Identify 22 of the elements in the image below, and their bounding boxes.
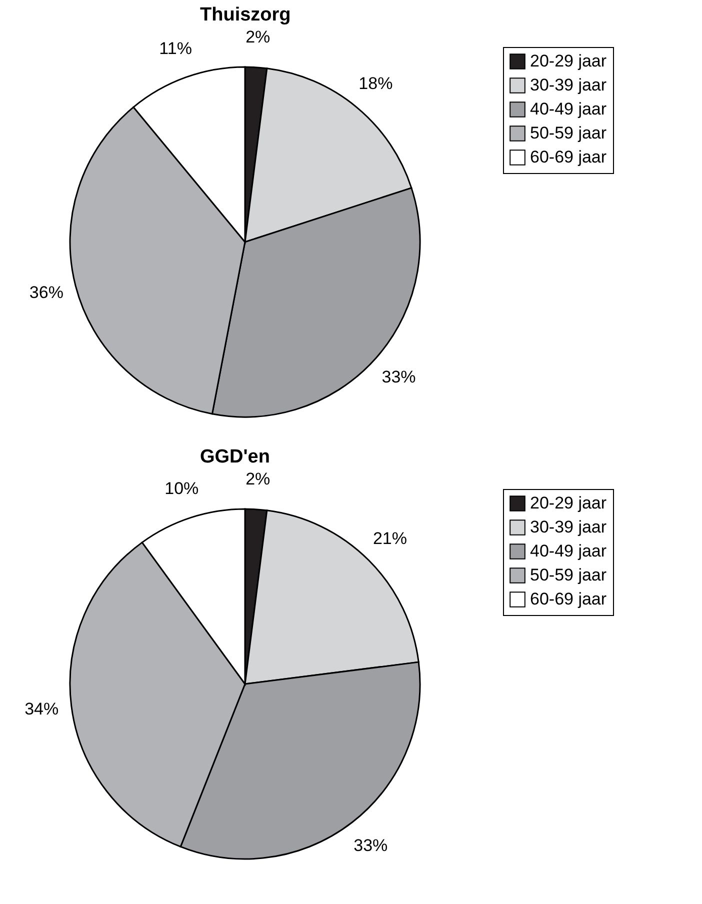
data-label: 18% (358, 74, 393, 94)
legend-label: 30-39 jaar (530, 518, 607, 536)
legend-label: 60-69 jaar (530, 148, 607, 166)
legend-label: 40-49 jaar (530, 100, 607, 118)
legend-label: 50-59 jaar (530, 566, 607, 584)
chart-title: Thuiszorg (200, 4, 291, 26)
data-label: 2% (246, 27, 270, 46)
chart-title: GGD'en (200, 446, 270, 468)
data-label: 21% (372, 529, 407, 548)
legend-label: 40-49 jaar (530, 542, 607, 560)
legend-label: 20-29 jaar (530, 52, 607, 70)
data-label: 36% (29, 282, 64, 302)
legend-label: 60-69 jaar (530, 590, 607, 608)
data-label: 11% (159, 39, 192, 58)
legend-label: 20-29 jaar (530, 494, 607, 512)
data-label: 34% (24, 700, 59, 719)
legend-label: 30-39 jaar (530, 76, 607, 94)
data-label: 10% (164, 479, 199, 498)
data-label: 33% (354, 836, 388, 855)
legend-label: 50-59 jaar (530, 124, 607, 142)
data-label: 2% (246, 469, 270, 488)
data-label: 33% (382, 368, 416, 387)
